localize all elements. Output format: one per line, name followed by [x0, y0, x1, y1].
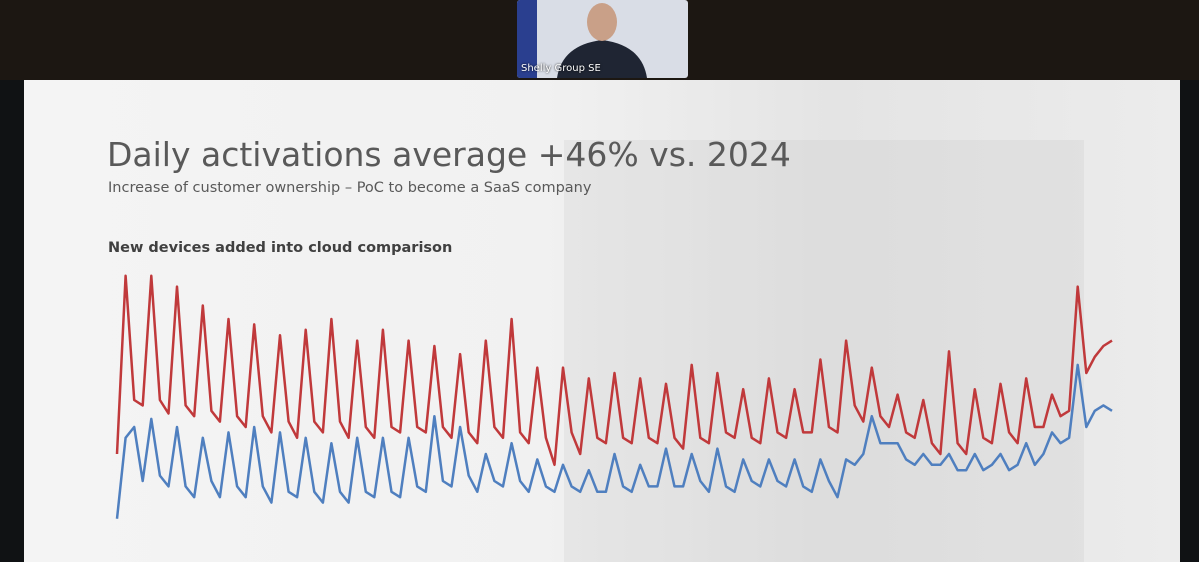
- background-banner: [517, 0, 537, 78]
- participant-name: Shelly Group SE: [521, 63, 601, 74]
- slide-title: Daily activations average +46% vs. 2024: [107, 135, 791, 174]
- side-bar: [1180, 80, 1199, 562]
- video: [517, 0, 647, 78]
- background-building: [564, 140, 1084, 562]
- chart-title: New devices added into cloud comparison: [108, 240, 453, 256]
- series-line: [115, 274, 1113, 467]
- person-head: [587, 3, 617, 41]
- slide: [24, 80, 1180, 562]
- video-tile[interactable]: Shelly Group SE: [517, 0, 688, 78]
- side-bar: [0, 80, 24, 562]
- slide-subtitle: Increase of customer ownership – PoC to …: [108, 180, 592, 196]
- person-body: [557, 40, 647, 78]
- series-line: [115, 363, 1113, 519]
